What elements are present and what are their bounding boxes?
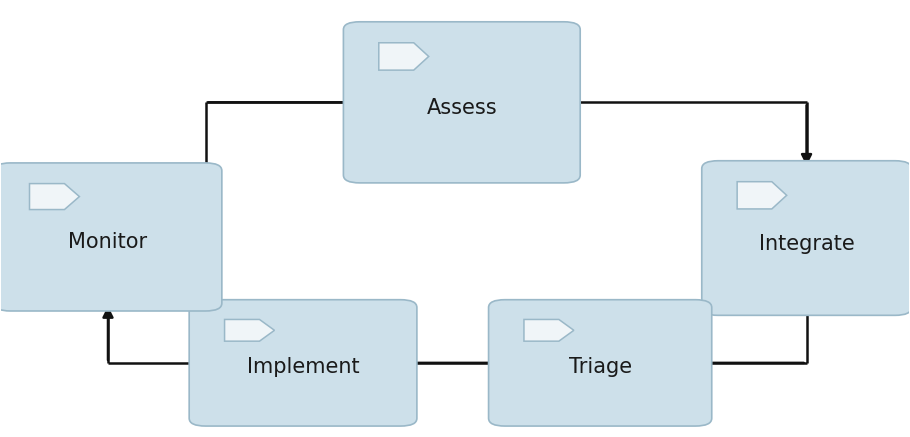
Text: Monitor: Monitor bbox=[68, 232, 147, 252]
Text: Implement: Implement bbox=[247, 357, 359, 377]
FancyBboxPatch shape bbox=[189, 300, 417, 426]
Polygon shape bbox=[379, 43, 429, 70]
Text: Triage: Triage bbox=[569, 357, 632, 377]
Polygon shape bbox=[29, 184, 79, 210]
FancyBboxPatch shape bbox=[702, 161, 910, 316]
FancyBboxPatch shape bbox=[0, 163, 222, 311]
Polygon shape bbox=[225, 319, 275, 341]
Polygon shape bbox=[737, 182, 786, 209]
Text: Integrate: Integrate bbox=[759, 234, 854, 253]
Text: Assess: Assess bbox=[427, 98, 497, 118]
Polygon shape bbox=[524, 319, 574, 341]
FancyBboxPatch shape bbox=[489, 300, 712, 426]
FancyBboxPatch shape bbox=[343, 22, 581, 183]
